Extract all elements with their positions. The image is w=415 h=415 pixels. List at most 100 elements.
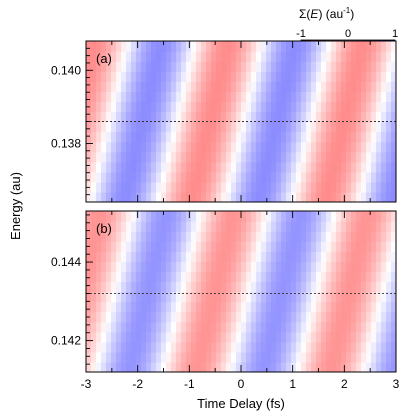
- heatmap-cell: [241, 211, 247, 222]
- heatmap-cell: [381, 91, 387, 102]
- heatmap-cell: [311, 71, 317, 82]
- heatmap-cell: [311, 361, 317, 372]
- heatmap-cell: [296, 101, 302, 113]
- heatmap-cell: [231, 61, 237, 72]
- heatmap-cell: [171, 221, 177, 232]
- heatmap-cell: [96, 221, 102, 232]
- heatmap-cell: [261, 51, 267, 62]
- heatmap-cell: [86, 281, 92, 293]
- heatmap-cell: [211, 181, 217, 193]
- heatmap-cell: [386, 51, 392, 62]
- heatmap-cell: [131, 221, 137, 232]
- heatmap-cell: [211, 211, 217, 222]
- heatmap-cell: [281, 141, 287, 153]
- heatmap-cell: [346, 111, 352, 123]
- heatmap-cell: [96, 281, 102, 293]
- heatmap-cell: [201, 271, 207, 283]
- heatmap-cell: [241, 321, 247, 333]
- heatmap-cell: [101, 141, 107, 153]
- heatmap-cell: [126, 141, 132, 153]
- heatmap-cell: [386, 141, 392, 153]
- heatmap-cell: [381, 51, 387, 62]
- heatmap-cell: [201, 291, 207, 303]
- heatmap-cell: [136, 161, 142, 173]
- heatmap-cell: [126, 351, 132, 363]
- heatmap-cell: [186, 171, 192, 183]
- heatmap-cell: [251, 301, 257, 313]
- heatmap-cell: [286, 361, 292, 372]
- heatmap-cell: [101, 331, 107, 343]
- heatmap-cell: [181, 161, 187, 173]
- heatmap-cell: [151, 101, 157, 113]
- heatmap-cell: [121, 241, 127, 252]
- heatmap-cell: [246, 191, 252, 202]
- heatmap-cell: [186, 211, 192, 222]
- heatmap-cell: [216, 181, 222, 193]
- heatmap-cell: [306, 121, 312, 133]
- heatmap-cell: [316, 291, 322, 303]
- heatmap-cell: [356, 61, 362, 72]
- heatmap-cell: [126, 271, 132, 283]
- heatmap-cell: [391, 91, 396, 102]
- heatmap-cell: [271, 311, 277, 323]
- heatmap-cell: [216, 81, 222, 92]
- heatmap-cell: [156, 321, 162, 333]
- heatmap-cell: [356, 291, 362, 303]
- heatmap-cell: [111, 111, 117, 123]
- heatmap-cell: [311, 261, 317, 272]
- heatmap-cell: [286, 181, 292, 193]
- heatmap-cell: [131, 241, 137, 252]
- heatmap-cell: [266, 301, 272, 313]
- heatmap-cell: [201, 71, 207, 82]
- heatmap-cell: [296, 171, 302, 183]
- heatmap-cell: [226, 61, 232, 72]
- heatmap-cell: [156, 351, 162, 363]
- heatmap-cell: [351, 211, 357, 222]
- heatmap-cell: [386, 291, 392, 303]
- heatmap-cell: [286, 171, 292, 183]
- heatmap-cell: [116, 181, 122, 193]
- heatmap-cell: [216, 211, 222, 222]
- heatmap-cell: [116, 341, 122, 353]
- heatmap-cell: [86, 271, 92, 283]
- heatmap-cell: [136, 61, 142, 72]
- heatmap-cell: [116, 171, 122, 183]
- heatmap-cell: [191, 111, 197, 123]
- heatmap-cell: [161, 361, 167, 372]
- heatmap-cell: [176, 341, 182, 353]
- heatmap-cell: [366, 61, 372, 72]
- heatmap-cell: [106, 101, 112, 113]
- heatmap-cell: [366, 171, 372, 183]
- heatmap-cell: [291, 331, 297, 343]
- heatmap-cell: [311, 151, 317, 163]
- heatmap-cell: [166, 61, 172, 72]
- heatmap-cell: [226, 361, 232, 372]
- heatmap-cell: [131, 151, 137, 163]
- heatmap-cell: [361, 321, 367, 333]
- heatmap-cell: [196, 301, 202, 313]
- heatmap-cell: [376, 181, 382, 193]
- heatmap-cell: [111, 171, 117, 183]
- heatmap-cell: [261, 181, 267, 193]
- heatmap-cell: [341, 151, 347, 163]
- y-axis-label: Energy (au): [8, 172, 23, 240]
- heatmap-cell: [96, 121, 102, 133]
- heatmap-cell: [111, 341, 117, 353]
- heatmap-cell: [271, 341, 277, 353]
- heatmap-cell: [391, 51, 396, 62]
- heatmap-cell: [381, 331, 387, 343]
- heatmap-cell: [91, 311, 97, 323]
- heatmap-cell: [391, 331, 396, 343]
- heatmap-cell: [111, 261, 117, 272]
- heatmap-cell: [276, 261, 282, 272]
- heatmap-cell: [376, 161, 382, 173]
- heatmap-cell: [181, 141, 187, 153]
- heatmap-cell: [246, 211, 252, 222]
- heatmap-cell: [276, 361, 282, 372]
- heatmap-cell: [301, 141, 307, 153]
- heatmap-cell: [256, 181, 262, 193]
- heatmap-cell: [146, 241, 152, 252]
- heatmap-cell: [141, 301, 147, 313]
- heatmap-cell: [211, 361, 217, 372]
